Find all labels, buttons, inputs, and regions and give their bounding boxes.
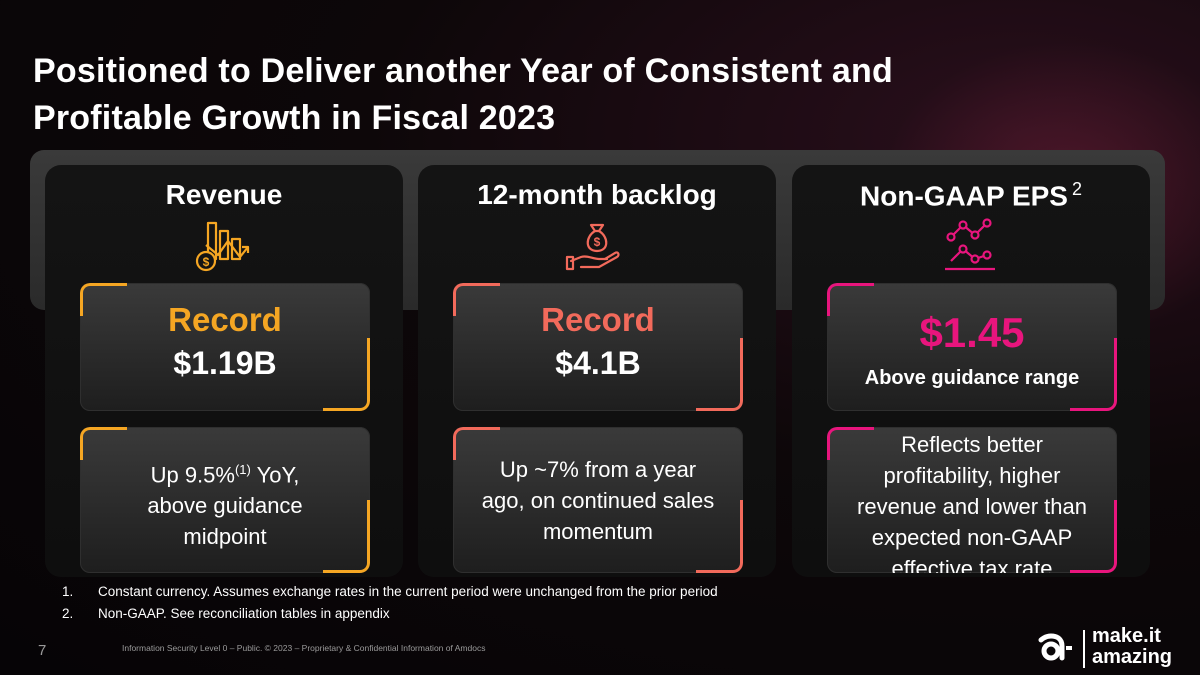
footnote-item: 1. Constant currency. Assumes exchange ra… xyxy=(62,581,718,603)
eps-detail-line: expected non-GAAP xyxy=(871,525,1073,550)
revenue-detail-line: midpoint xyxy=(183,524,267,550)
footnote-text: Non-GAAP. See reconciliation tables in a… xyxy=(98,606,390,621)
logo-tagline: make.it amazing xyxy=(1092,626,1172,668)
eps-detail-card: Reflects better profitability, higher re… xyxy=(827,427,1117,573)
revenue-record-card: Record $1.19B xyxy=(80,283,370,411)
card-corner-accent xyxy=(323,500,370,573)
backlog-detail-card: Up ~7% from a year ago, on continued sal… xyxy=(453,427,743,573)
backlog-record-card: Record $4.1B xyxy=(453,283,743,411)
revenue-detail-line: above guidance xyxy=(147,493,303,519)
card-corner-accent xyxy=(1070,500,1117,573)
card-corner-accent xyxy=(323,338,370,411)
eps-heading-text: Non-GAAP EPS xyxy=(860,180,1068,212)
revenue-record-label: Record xyxy=(168,301,282,338)
eps-value: $1.45 xyxy=(919,309,1025,356)
footnotes: 1. Constant currency. Assumes exchange ra… xyxy=(62,581,718,625)
eps-column: Non-GAAP EPS 2 $1.45 Above guidance range… xyxy=(792,165,1150,577)
revenue-detail-growth: Up 9.5% xyxy=(150,462,235,488)
footnote-ref: (1) xyxy=(234,462,251,477)
revenue-heading: Revenue xyxy=(165,179,283,210)
backlog-detail-line: momentum xyxy=(542,519,654,544)
svg-text:$: $ xyxy=(203,255,210,269)
money-bag-hand-icon: $ xyxy=(565,223,620,271)
logo-tagline-line: amazing xyxy=(1092,646,1173,668)
backlog-detail-line: Up ~7% from a year xyxy=(499,457,697,482)
slide-title: Positioned to Deliver another Year of Co… xyxy=(33,52,893,137)
backlog-detail-line: ago, on continued sales xyxy=(481,488,715,513)
card-corner-accent xyxy=(80,283,127,316)
backlog-record-label: Record xyxy=(541,301,655,338)
footnote-number: 1. xyxy=(62,584,74,599)
revenue-detail-yoy: YoY, xyxy=(250,462,300,488)
revenue-detail-text: Up 9.5%(1) YoY, above guidance midpoint xyxy=(90,454,360,552)
card-corner-accent xyxy=(827,427,874,460)
eps-detail-line: Reflects better xyxy=(901,432,1043,457)
amdocs-logo: make.it amazing xyxy=(1034,624,1194,672)
backlog-heading: 12-month backlog xyxy=(477,179,717,210)
card-corner-accent xyxy=(80,427,127,460)
eps-heading: Non-GAAP EPS 2 xyxy=(792,179,1150,212)
revenue-value: $1.19B xyxy=(173,345,277,381)
footnote-number: 2. xyxy=(62,606,74,621)
card-corner-accent xyxy=(453,283,500,316)
eps-detail-line: effective tax rate xyxy=(891,556,1053,573)
svg-text:$: $ xyxy=(594,235,601,249)
card-corner-accent xyxy=(696,500,743,573)
card-corner-accent xyxy=(696,338,743,411)
revenue-chart-dollar-icon: $ xyxy=(195,221,250,272)
amdocs-logo-mark-icon xyxy=(1038,633,1072,661)
card-corner-accent xyxy=(1070,338,1117,411)
backlog-column: 12-month backlog $ Record $4.1B Up ~7% f… xyxy=(418,165,776,577)
footnote-item: 2. Non-GAAP. See reconciliation tables in… xyxy=(62,603,718,625)
card-corner-accent xyxy=(453,427,500,460)
slide-number: 7 xyxy=(38,642,47,659)
logo-tagline-line: make.it xyxy=(1092,625,1161,647)
footnote-ref: 2 xyxy=(1071,179,1082,199)
line-graph-nodes-icon xyxy=(945,218,995,271)
logo-separator xyxy=(1083,630,1085,668)
revenue-column: Revenue $ Record $1.19B Up 9.5%(1) YoY, … xyxy=(45,165,403,577)
card-corner-accent xyxy=(827,283,874,316)
eps-detail-line: revenue and lower than xyxy=(857,494,1087,519)
backlog-value: $4.1B xyxy=(555,345,641,381)
revenue-detail-card: Up 9.5%(1) YoY, above guidance midpoint xyxy=(80,427,370,573)
eps-detail-text: Reflects better profitability, higher re… xyxy=(837,429,1107,573)
eps-value-card: $1.45 Above guidance range xyxy=(827,283,1117,411)
footnote-text: Constant currency. Assumes exchange rate… xyxy=(98,584,718,599)
backlog-detail-text: Up ~7% from a year ago, on continued sal… xyxy=(463,454,733,547)
eps-detail-line: profitability, higher xyxy=(883,463,1061,488)
eps-sub-label: Above guidance range xyxy=(864,367,1080,389)
legal-notice: Information Security Level 0 – Public. ©… xyxy=(122,643,486,653)
